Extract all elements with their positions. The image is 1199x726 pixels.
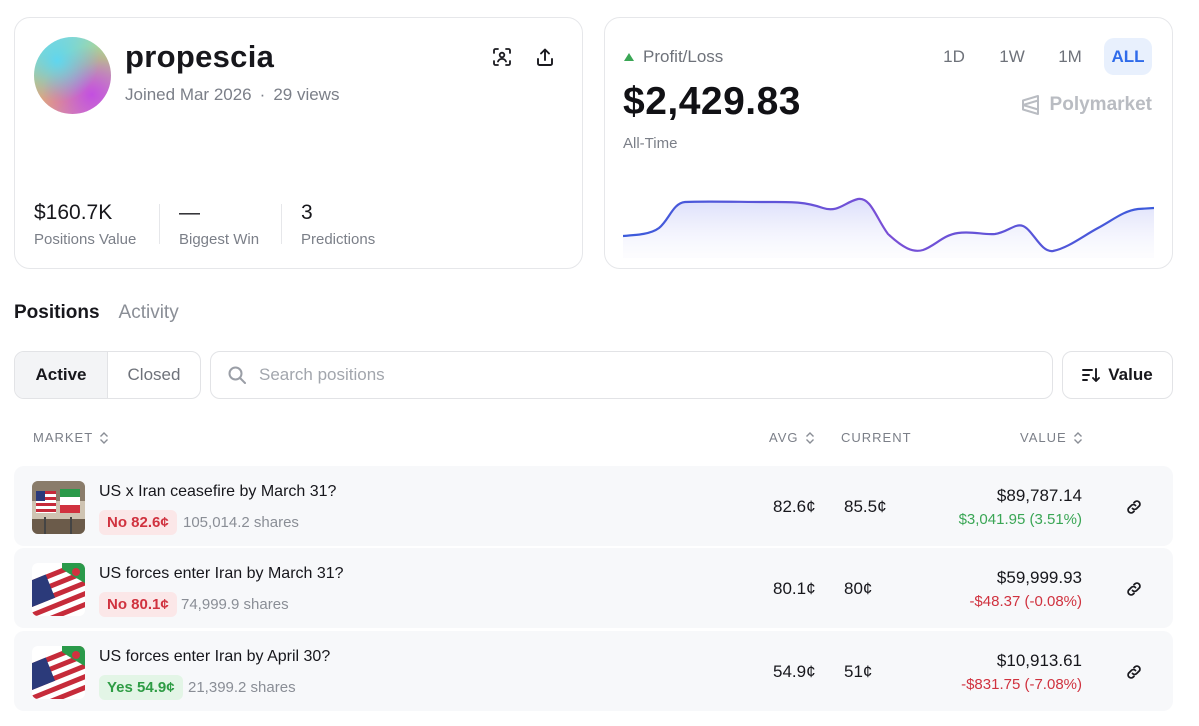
joined-date: Joined Mar 2026 [125,85,252,104]
range-tab-1m[interactable]: 1M [1058,46,1082,66]
table-row[interactable]: US forces enter Iran by April 30? Yes 54… [14,631,1173,711]
stat-label: Positions Value [34,231,137,248]
sort-toggle-icon [1073,431,1082,444]
search-icon [228,366,246,384]
share-count: 21,399.2 shares [188,679,296,696]
main-tabs: Positions Activity [14,302,179,324]
header-value[interactable]: VALUE [1020,430,1083,445]
avg-price: 82.6¢ [773,497,816,516]
link-icon[interactable] [1123,661,1145,683]
pnl-area [623,198,1154,258]
position-value: $89,787.14 $3,041.95 (3.51%) [959,486,1082,528]
polymarket-icon [1021,95,1039,115]
header-current-label: CURRENT [841,430,912,445]
header-avg[interactable]: AVG [769,430,815,445]
profile-card: propescia Joined Mar 2026 · 29 views $160.… [14,17,583,269]
filter-closed-button[interactable]: Closed [127,365,181,384]
range-tabs: 1D 1W 1M ALL [930,38,1152,75]
avg-price: 54.9¢ [773,662,816,681]
pnl-label: Profit/Loss [623,47,723,67]
table-row[interactable]: US x Iran ceasefire by March 31? No 82.6… [14,466,1173,546]
stat-positions-value: $160.7K Positions Value [34,201,136,248]
share-icon[interactable] [531,43,559,71]
current-price: 80¢ [844,579,873,598]
up-triangle-icon [624,53,634,61]
stat-divider [281,204,282,244]
outcome-badge: No 82.6¢ [99,510,177,535]
scan-icon[interactable] [488,43,516,71]
avatar[interactable] [34,37,111,114]
pnl-label-text: Profit/Loss [643,47,724,66]
search-box [210,351,1053,399]
stat-value: $160.7K [34,201,113,224]
market-title[interactable]: US forces enter Iran by April 30? [99,648,331,665]
header-market[interactable]: MARKET [33,430,109,445]
avg-price: 80.1¢ [773,579,816,598]
stat-label: Biggest Win [179,231,260,248]
pnl-chart [623,197,1154,258]
range-tab-1w[interactable]: 1W [999,46,1025,66]
tab-positions[interactable]: Positions [14,302,100,323]
stat-value: 3 [301,201,313,224]
value-change: $3,041.95 (3.51%) [958,511,1082,528]
pnl-line [623,197,1154,253]
table-row[interactable]: US forces enter Iran by March 31? No 80.… [14,548,1173,628]
stat-predictions: 3 Predictions [301,201,375,248]
stat-value: — [179,201,200,224]
meta-separator: · [259,85,266,104]
polymarket-wordmark: Polymarket [1049,94,1152,115]
stat-divider [159,204,160,244]
header-market-label: MARKET [33,430,94,445]
share-count: 74,999.9 shares [181,596,289,613]
sort-toggle-icon [100,431,109,444]
value-amount: $89,787.14 [996,486,1082,505]
link-icon[interactable] [1123,496,1145,518]
pnl-period: All-Time [623,135,678,152]
username: propescia [125,39,275,74]
sort-icon [1082,368,1101,382]
pnl-amount: $2,429.83 [623,80,802,123]
value-change: -$48.37 (-0.08%) [969,593,1082,610]
market-title[interactable]: US x Iran ceasefire by March 31? [99,483,337,500]
search-input[interactable] [259,365,959,385]
range-tab-1d[interactable]: 1D [943,46,965,66]
market-title[interactable]: US forces enter Iran by March 31? [99,565,344,582]
position-value: $59,999.93 -$48.37 (-0.08%) [969,568,1082,610]
value-amount: $10,913.61 [996,651,1082,670]
profile-meta: Joined Mar 2026 · 29 views [125,85,339,105]
tab-activity[interactable]: Activity [118,302,179,323]
filter-active-button[interactable]: Active [15,352,108,398]
header-current: CURRENT [841,430,912,445]
link-icon[interactable] [1123,578,1145,600]
header-value-label: VALUE [1020,430,1067,445]
view-count: 29 views [273,85,340,104]
status-filter: Active Closed [14,351,201,399]
outcome-badge: No 80.1¢ [99,592,177,617]
market-thumbnail-flags [32,646,85,699]
current-price: 85.5¢ [844,497,887,516]
header-avg-label: AVG [769,430,799,445]
position-value: $10,913.61 -$831.75 (-7.08%) [961,651,1082,693]
sort-toggle-icon [805,431,814,444]
range-tab-all[interactable]: ALL [1104,38,1152,75]
polymarket-logo: Polymarket [1020,94,1152,116]
pnl-card: Profit/Loss $2,429.83 All-Time 1D 1W 1M … [604,17,1173,269]
current-price: 51¢ [844,662,873,681]
outcome-badge: Yes 54.9¢ [99,675,183,700]
stat-label: Predictions [301,231,376,248]
value-change: -$831.75 (-7.08%) [961,676,1082,693]
sort-button[interactable]: Value [1062,351,1173,399]
value-amount: $59,999.93 [996,568,1082,587]
market-thumbnail-flags [32,563,85,616]
share-count: 105,014.2 shares [183,514,299,531]
sort-label: Value [1108,365,1153,384]
stat-biggest-win: — Biggest Win [179,201,259,248]
market-thumbnail-flags [32,481,85,534]
